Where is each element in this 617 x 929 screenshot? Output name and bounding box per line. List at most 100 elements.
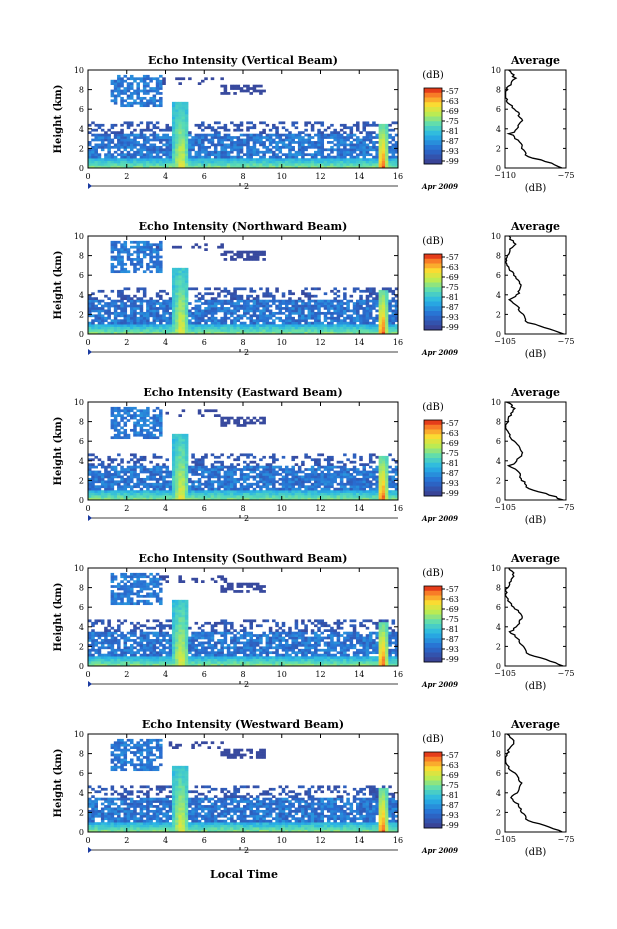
echo-cell [323,307,328,310]
echo-cell [171,128,176,132]
echo-cell [297,165,302,169]
echo-cell [326,482,331,486]
echo-cell [178,307,182,310]
echo-cell [333,131,337,134]
echo-cell [146,128,150,132]
echo-cell [272,490,276,493]
echo-cell [113,123,118,127]
echo-cell [349,316,354,320]
echo-cell [236,302,241,305]
echo-cell [110,248,115,251]
echo-cell [381,475,386,479]
echo-cell [339,309,344,313]
echo-cell [97,497,102,501]
echo-cell [136,150,140,154]
echo-cell [181,297,186,300]
echo-cell [268,470,273,474]
echo-cell [359,319,363,323]
echo-cell [110,163,115,166]
echo-cell [117,158,121,161]
echo-cell [284,497,289,501]
echo-cell [365,309,370,313]
echo-cell [268,321,273,325]
echo-cell [272,150,276,154]
echo-cell [220,319,224,323]
echo-cell [249,468,253,471]
echo-cell [155,468,160,471]
echo-cell [281,292,286,296]
echo-cell [139,331,144,335]
echo-cell [262,482,266,486]
echo-cell [120,468,124,471]
echo-cell [129,163,134,166]
echo-cell [110,158,115,161]
echo-cell [278,307,283,310]
colorbar-tick-label: -63 [446,97,459,106]
echo-cell [175,153,179,157]
echo-cell [243,480,247,484]
echo-cell [146,475,150,479]
echo-cell [207,123,212,127]
echo-cell [113,255,118,259]
colorbar-band [424,111,442,117]
echo-cell [197,133,202,137]
echo-cell [365,470,370,474]
echo-cell [201,414,205,417]
echo-cell [226,302,231,305]
echo-cell [204,470,208,474]
echo-cell [365,326,370,330]
echo-cell [133,316,137,320]
echo-cell [388,150,392,154]
echo-cell [165,148,170,152]
echo-cell [352,321,357,325]
echo-cell [213,460,218,464]
echo-cell [356,287,360,291]
echo-cell [100,326,105,330]
echo-cell [217,321,221,325]
echo-cell [378,490,383,493]
echo-cell [265,309,270,313]
echo-cell [220,460,224,464]
echo-cell [323,314,328,318]
echo-cell [343,321,347,325]
echo-cell [113,426,118,430]
echo-cell [142,490,147,493]
echo-cell [181,307,186,310]
echo-cell [359,163,363,166]
echo-cell [133,128,137,132]
echo-cell [262,145,266,149]
echo-cell [317,329,321,332]
echo-cell [159,145,163,149]
echo-cell [223,123,228,127]
echo-cell [349,126,354,130]
echo-cell [255,490,260,493]
echo-cell [336,304,341,308]
echo-cell [320,141,325,144]
colorbar-tick-label: -93 [446,313,459,322]
echo-cell [372,123,376,127]
echo-cell [346,497,350,501]
echo-cell [284,485,289,489]
echo-cell [159,419,163,422]
echo-cell [359,324,363,327]
echo-cell [133,424,137,427]
echo-cell [155,497,160,501]
echo-cell [217,309,221,313]
echo-cell [272,321,276,325]
echo-cell [159,248,163,251]
echo-cell [168,297,173,300]
echo-cell [133,99,137,103]
x-tick-label: 0 [85,338,90,347]
echo-cell [278,302,283,305]
colorbar-band [424,306,442,312]
echo-cell [320,477,325,481]
echo-cell [117,262,121,266]
echo-cell [362,136,367,139]
echo-cell [117,453,121,457]
echo-cell [184,111,189,115]
echo-cell [94,316,98,320]
echo-cell [239,307,244,310]
echo-cell [333,148,337,152]
echo-cell [139,487,144,491]
echo-cell [394,331,399,335]
